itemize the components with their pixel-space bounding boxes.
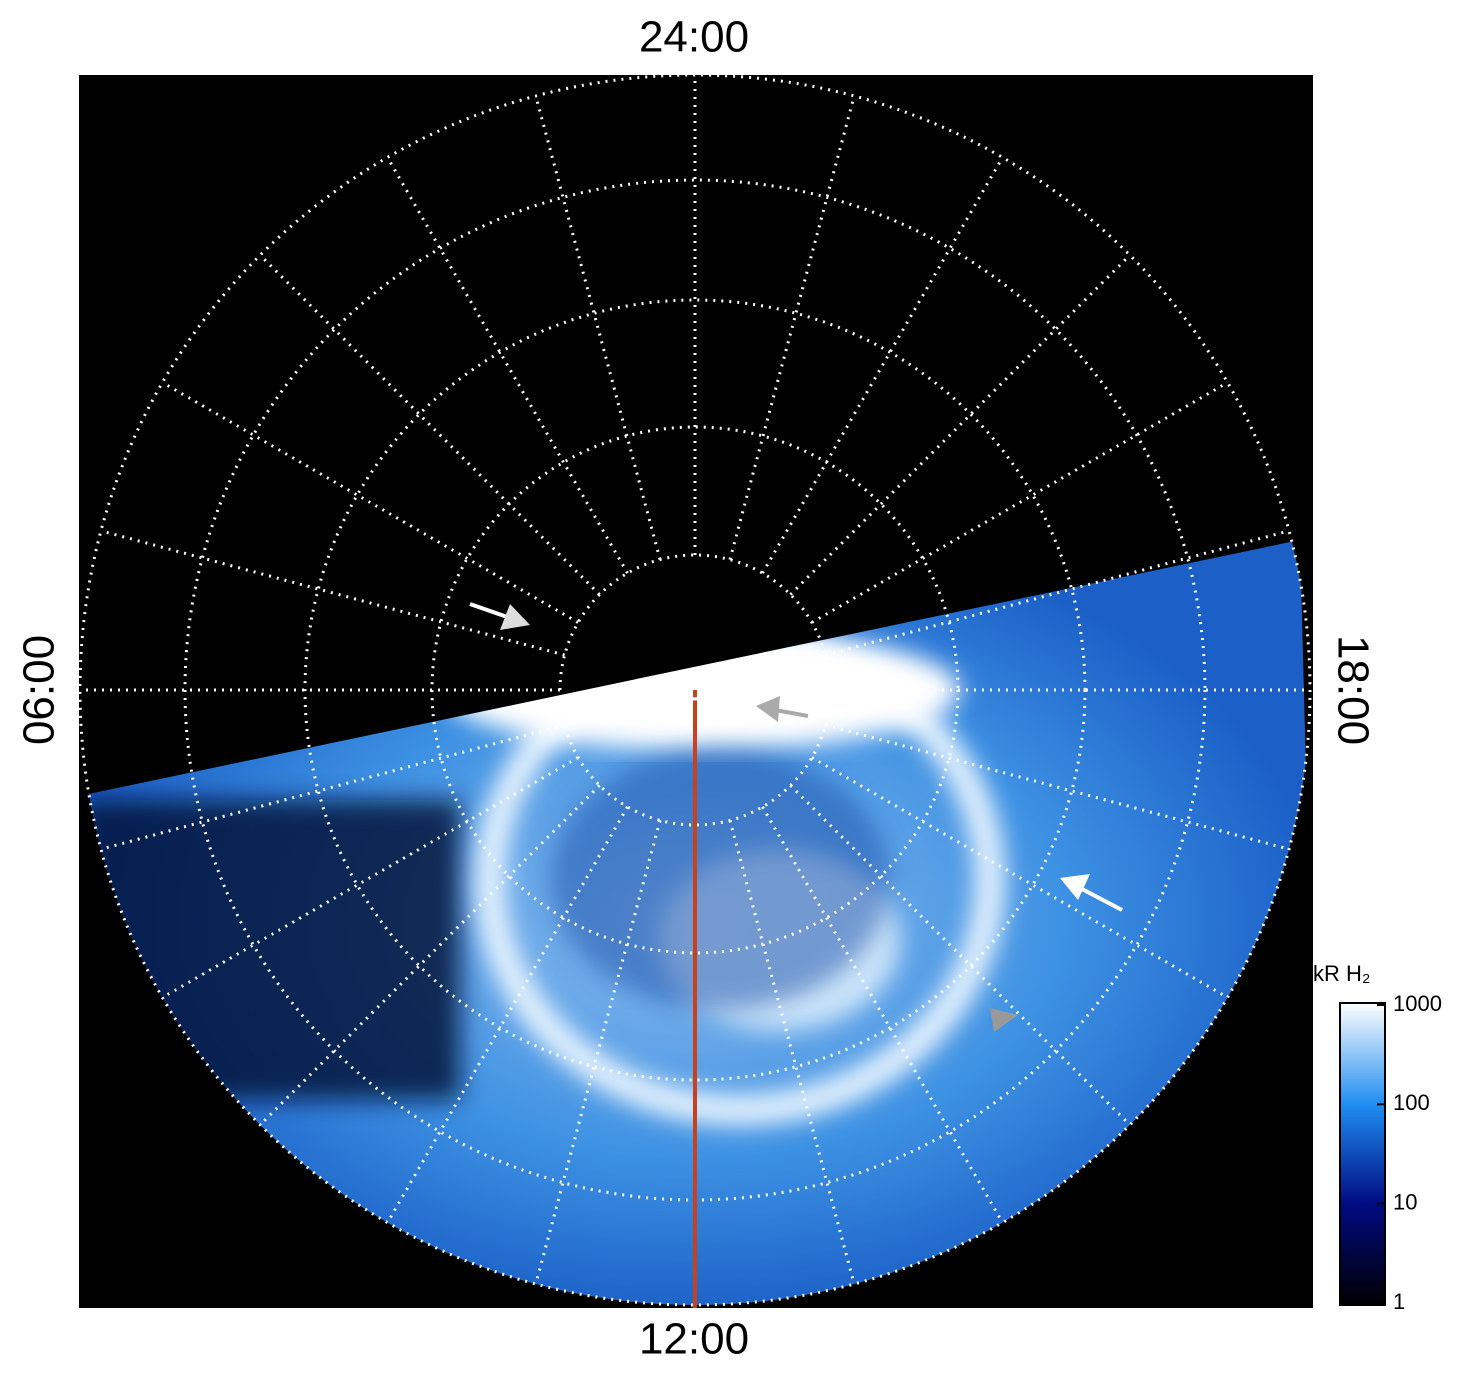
meridian-line bbox=[811, 381, 1229, 624]
meridian-line bbox=[386, 806, 629, 1224]
meridian-line bbox=[825, 529, 1290, 657]
meridian-line bbox=[534, 95, 662, 560]
meridian-line bbox=[761, 806, 1004, 1224]
latitude-circle bbox=[78, 73, 1312, 1307]
polar-grid bbox=[78, 73, 1312, 1307]
meridian-line bbox=[761, 156, 1004, 574]
meridian-line bbox=[728, 820, 856, 1285]
meridian-line bbox=[161, 381, 579, 624]
meridian-line bbox=[259, 784, 601, 1126]
meridian-line bbox=[825, 723, 1290, 851]
meridian-line bbox=[161, 756, 579, 999]
meridian-line bbox=[789, 784, 1131, 1126]
time-label-right: 18:00 bbox=[1328, 635, 1377, 745]
meridian-line bbox=[789, 254, 1131, 596]
meridian-line bbox=[728, 95, 856, 560]
meridian-line bbox=[534, 820, 662, 1285]
colorbar-tick-label: 1 bbox=[1393, 1289, 1405, 1314]
colorbar-tick-label: 100 bbox=[1393, 1090, 1430, 1115]
meridian-line bbox=[811, 756, 1229, 999]
meridian-line bbox=[100, 529, 565, 657]
colorbar bbox=[1339, 1002, 1386, 1306]
colorbar-tick-label: 1000 bbox=[1393, 991, 1442, 1016]
time-label-left: 06:00 bbox=[15, 635, 64, 745]
annotation-arrows bbox=[469, 602, 1123, 1032]
time-label-top: 24:00 bbox=[639, 13, 749, 62]
pole-marker bbox=[684, 679, 706, 701]
colorbar-title: kR H₂ bbox=[1313, 961, 1370, 986]
meridian-line bbox=[259, 254, 601, 596]
time-label-bottom: 12:00 bbox=[639, 1315, 749, 1364]
meridian-line bbox=[100, 723, 565, 851]
meridian-line bbox=[386, 156, 629, 574]
colorbar-tick-label: 10 bbox=[1393, 1189, 1417, 1214]
latitude-circle bbox=[303, 298, 1087, 1082]
